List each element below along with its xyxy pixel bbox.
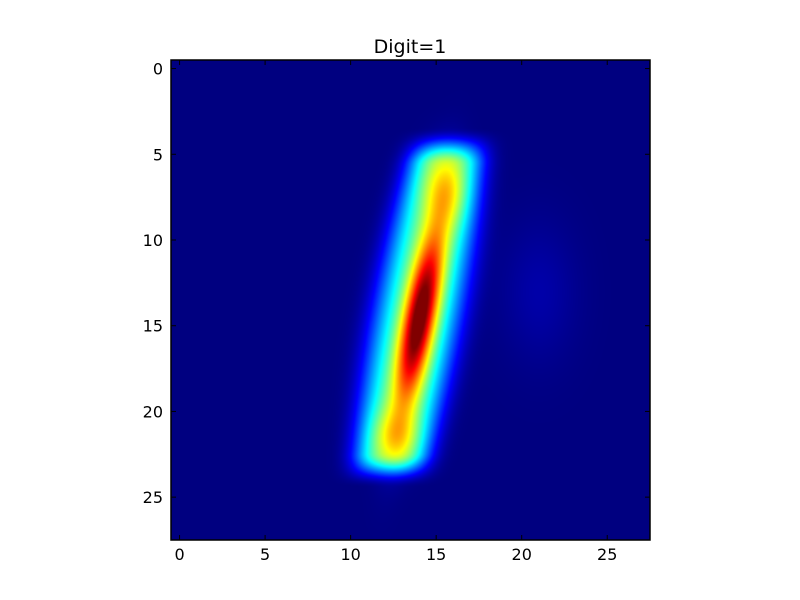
x-tick-label: 5 <box>260 545 270 564</box>
x-tick-label: 20 <box>512 545 532 564</box>
x-axis: 0 5 10 15 20 25 <box>174 60 617 564</box>
plot-frame <box>170 59 651 541</box>
heatmap-image <box>171 60 650 540</box>
x-tick-label: 25 <box>597 545 617 564</box>
y-tick-label: 5 <box>153 145 163 164</box>
chart-title: Digit=1 <box>374 36 447 58</box>
y-tick-label: 15 <box>143 317 163 336</box>
y-tick-label: 25 <box>143 488 163 507</box>
y-axis: 0 5 10 15 20 25 <box>143 60 650 507</box>
y-tick-label: 20 <box>143 402 163 421</box>
x-tick-label: 15 <box>426 545 446 564</box>
y-tick-label: 0 <box>153 60 163 79</box>
heatmap-image-container <box>171 60 650 540</box>
x-tick-label: 10 <box>340 545 360 564</box>
x-tick-label: 0 <box>174 545 184 564</box>
y-tick-label: 10 <box>143 231 163 250</box>
plot-area <box>170 59 651 541</box>
